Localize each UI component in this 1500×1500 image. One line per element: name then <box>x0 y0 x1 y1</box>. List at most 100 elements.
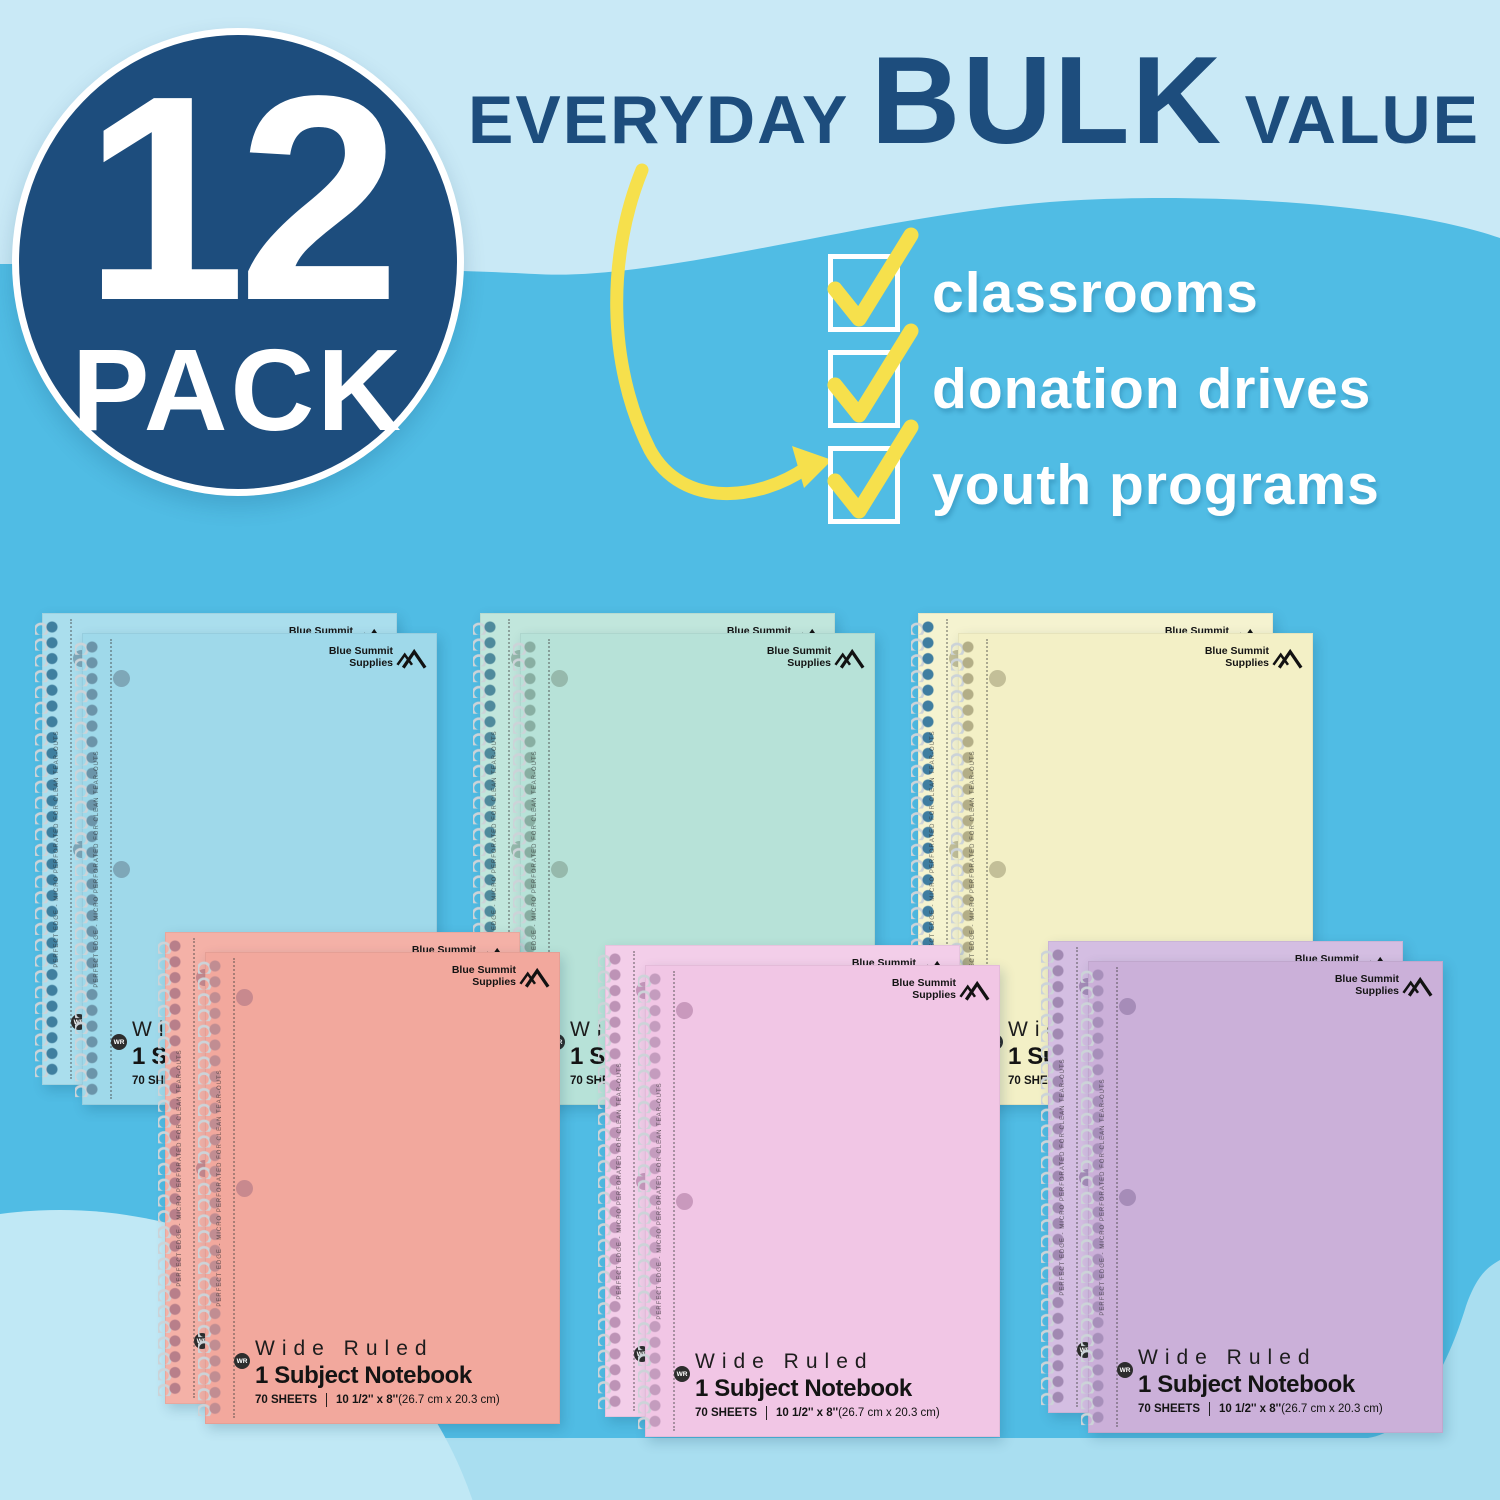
notebook-front: PERFECT EDGE - MICRO PERFORATED FOR CLEA… <box>1081 961 1443 1433</box>
brand-name: Blue Summit Supplies <box>766 645 831 669</box>
perforation-line <box>1076 947 1078 1407</box>
brand-line1: Blue Summit <box>328 645 393 657</box>
perforation-line <box>70 619 72 1079</box>
notebook-front: PERFECT EDGE - MICRO PERFORATED FOR CLEA… <box>198 952 560 1424</box>
ruled-label: Wide Ruled <box>1138 1346 1317 1369</box>
cover-info: WR Wide Ruled 1 Subject Notebook 70 SHEE… <box>674 1350 940 1421</box>
brand-logo: Blue Summit Supplies <box>328 645 428 671</box>
headline-word-bulk: BULK <box>870 32 1224 170</box>
perforation-line <box>193 938 195 1398</box>
perforation-line <box>946 619 948 1079</box>
brand-line1: Blue Summit <box>1164 625 1229 637</box>
spiral-binding-icon <box>1081 967 1108 1427</box>
brand-line1: Blue Summit <box>891 977 956 989</box>
pack-count-badge: 12 PACK <box>12 28 464 496</box>
checklist-label: youth programs <box>932 452 1380 517</box>
size-cm: (26.7 cm x 20.3 cm) <box>398 1394 500 1406</box>
wide-ruled-badge: WR <box>674 1366 690 1382</box>
brand-line1: Blue Summit <box>726 625 791 637</box>
brand-logo: Blue Summit Supplies <box>1334 973 1434 999</box>
brand-name: Blue Summit Supplies <box>1204 645 1269 669</box>
size-inches: 10 1/2'' x 8'' <box>1219 1403 1282 1415</box>
notebook-title: 1 Subject Notebook <box>695 1375 912 1402</box>
punch-hole <box>113 861 130 878</box>
spiral-binding-icon <box>35 619 62 1079</box>
perforation-text: PERFECT EDGE - MICRO PERFORATED FOR CLEA… <box>54 730 60 968</box>
checkbox-icon <box>827 227 919 332</box>
perforation-line <box>633 951 635 1411</box>
brand-name: Blue Summit Supplies <box>328 645 393 669</box>
brand-line1: Blue Summit <box>288 625 353 637</box>
checklist-label: donation drives <box>932 356 1372 421</box>
spiral-binding-icon <box>158 938 185 1398</box>
checklist-row-classrooms: classrooms <box>827 227 1380 332</box>
notebook-specs: 70 SHEETS | 10 1/2'' x 8'' (26.7 cm x 20… <box>255 1392 500 1408</box>
punch-hole <box>551 861 568 878</box>
checkmark-icon <box>827 227 919 326</box>
perforation-line <box>233 958 235 1418</box>
brand-line2: Supplies <box>1225 656 1269 669</box>
brand-line1: Blue Summit <box>1204 645 1269 657</box>
punch-hole <box>236 989 253 1006</box>
brand-line1: Blue Summit <box>1334 973 1399 985</box>
brand-logo: Blue Summit Supplies <box>451 964 551 990</box>
punch-hole <box>1119 998 1136 1015</box>
perforation-line <box>673 971 675 1431</box>
sheet-count: 70 SHEETS <box>1138 1403 1200 1415</box>
spiral-binding-icon <box>1041 947 1068 1407</box>
punch-hole <box>236 1180 253 1197</box>
checkbox-icon <box>827 323 919 428</box>
perforation-text: PERFECT EDGE - MICRO PERFORATED FOR CLEA… <box>1100 1078 1106 1316</box>
mountain-icon <box>1272 648 1303 669</box>
cover-info: WR Wide Ruled 1 Subject Notebook 70 SHEE… <box>1117 1346 1383 1417</box>
mountain-icon <box>959 980 990 1001</box>
mountain-icon <box>834 648 865 669</box>
punch-hole <box>551 670 568 687</box>
size-inches: 10 1/2'' x 8'' <box>336 1394 399 1406</box>
spiral-binding-icon <box>75 639 102 1099</box>
perforation-text: PERFECT EDGE - MICRO PERFORATED FOR CLEA… <box>1060 1058 1066 1296</box>
wide-ruled-badge: WR <box>234 1353 250 1369</box>
notebook-front: PERFECT EDGE - MICRO PERFORATED FOR CLEA… <box>638 965 1000 1437</box>
curved-arrow-icon <box>610 163 832 501</box>
checkmark-icon <box>827 323 919 422</box>
brand-line1: Blue Summit <box>766 645 831 657</box>
notebook-title: 1 Subject Notebook <box>1138 1371 1355 1398</box>
brand-name: Blue Summit Supplies <box>891 977 956 1001</box>
notebook-specs: 70 SHEETS | 10 1/2'' x 8'' (26.7 cm x 20… <box>1138 1402 1383 1417</box>
perforation-line <box>1116 967 1118 1427</box>
perforation-text: PERFECT EDGE - MICRO PERFORATED FOR CLEA… <box>617 1062 623 1300</box>
mountain-icon <box>1402 976 1433 997</box>
brand-line1: Blue Summit <box>411 944 476 956</box>
brand-name: Blue Summit Supplies <box>451 964 516 988</box>
mountain-icon <box>396 648 427 669</box>
notebook-pair-pink: PERFECT EDGE - MICRO PERFORATED FOR CLEA… <box>598 945 1001 1438</box>
punch-hole <box>1119 1189 1136 1206</box>
punch-hole <box>676 1002 693 1019</box>
brand-logo: Blue Summit Supplies <box>766 645 866 671</box>
headline-word-everyday: EVERYDAY <box>468 82 850 158</box>
sheet-count: 70 SHEETS <box>255 1394 317 1406</box>
ruled-label: Wide Ruled <box>695 1350 874 1373</box>
checkmark-icon <box>827 419 919 518</box>
mountain-icon <box>519 967 550 988</box>
sheet-count: 70 SHEETS <box>695 1407 757 1419</box>
spec-divider: | <box>765 1405 768 1421</box>
use-case-checklist: classrooms donation drives youth program… <box>827 227 1380 524</box>
pack-count-number: 12 <box>83 35 401 361</box>
spiral-binding-icon <box>638 971 665 1431</box>
spec-divider: | <box>325 1392 328 1408</box>
wide-ruled-badge: WR <box>1117 1362 1133 1378</box>
brand-line1: Blue Summit <box>1294 953 1359 965</box>
headline: EVERYDAY BULK VALUE <box>468 30 1480 172</box>
spiral-binding-icon <box>198 958 225 1418</box>
checkbox-icon <box>827 419 919 524</box>
perforation-line <box>548 639 550 1099</box>
size-inches: 10 1/2'' x 8'' <box>776 1407 839 1419</box>
brand-line1: Blue Summit <box>851 957 916 969</box>
size-cm: (26.7 cm x 20.3 cm) <box>838 1407 940 1419</box>
brand-line1: Blue Summit <box>451 964 516 976</box>
wide-ruled-badge: WR <box>111 1034 127 1050</box>
perforation-line <box>508 619 510 1079</box>
